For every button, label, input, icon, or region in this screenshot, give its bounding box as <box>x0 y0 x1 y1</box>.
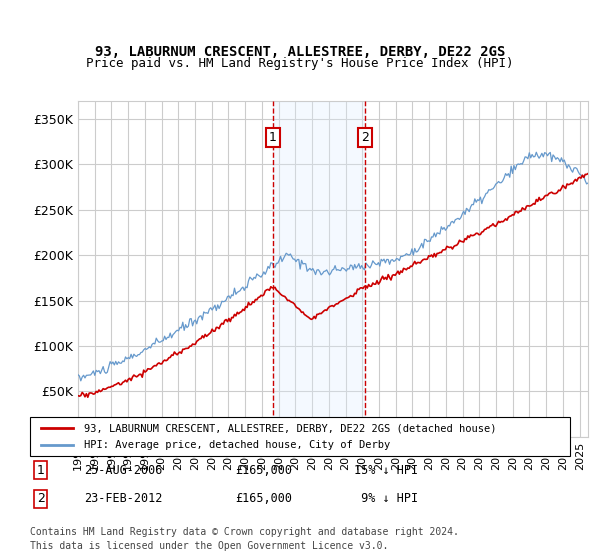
Text: 2: 2 <box>37 492 45 505</box>
Text: This data is licensed under the Open Government Licence v3.0.: This data is licensed under the Open Gov… <box>30 541 388 551</box>
FancyBboxPatch shape <box>30 417 570 456</box>
Text: 1: 1 <box>269 131 277 144</box>
Bar <box>273 101 365 437</box>
Text: 93, LABURNUM CRESCENT, ALLESTREE, DERBY, DE22 2GS: 93, LABURNUM CRESCENT, ALLESTREE, DERBY,… <box>95 45 505 59</box>
Text: Contains HM Land Registry data © Crown copyright and database right 2024.: Contains HM Land Registry data © Crown c… <box>30 527 459 537</box>
Text: 25-AUG-2006: 25-AUG-2006 <box>84 464 163 477</box>
Text: Price paid vs. HM Land Registry's House Price Index (HPI): Price paid vs. HM Land Registry's House … <box>86 57 514 70</box>
Text: 15% ↓ HPI: 15% ↓ HPI <box>354 464 418 477</box>
Text: 93, LABURNUM CRESCENT, ALLESTREE, DERBY, DE22 2GS (detached house): 93, LABURNUM CRESCENT, ALLESTREE, DERBY,… <box>84 423 497 433</box>
Text: 2: 2 <box>361 131 368 144</box>
Text: 9% ↓ HPI: 9% ↓ HPI <box>354 492 418 505</box>
Text: £165,000: £165,000 <box>235 492 292 505</box>
Text: 23-FEB-2012: 23-FEB-2012 <box>84 492 163 505</box>
Text: £165,000: £165,000 <box>235 464 292 477</box>
Text: 1: 1 <box>37 464 45 477</box>
Text: HPI: Average price, detached house, City of Derby: HPI: Average price, detached house, City… <box>84 440 390 450</box>
